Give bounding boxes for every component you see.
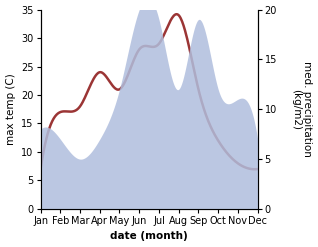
Y-axis label: med. precipitation
(kg/m2): med. precipitation (kg/m2) (291, 61, 313, 157)
Y-axis label: max temp (C): max temp (C) (5, 73, 16, 145)
X-axis label: date (month): date (month) (110, 231, 188, 242)
